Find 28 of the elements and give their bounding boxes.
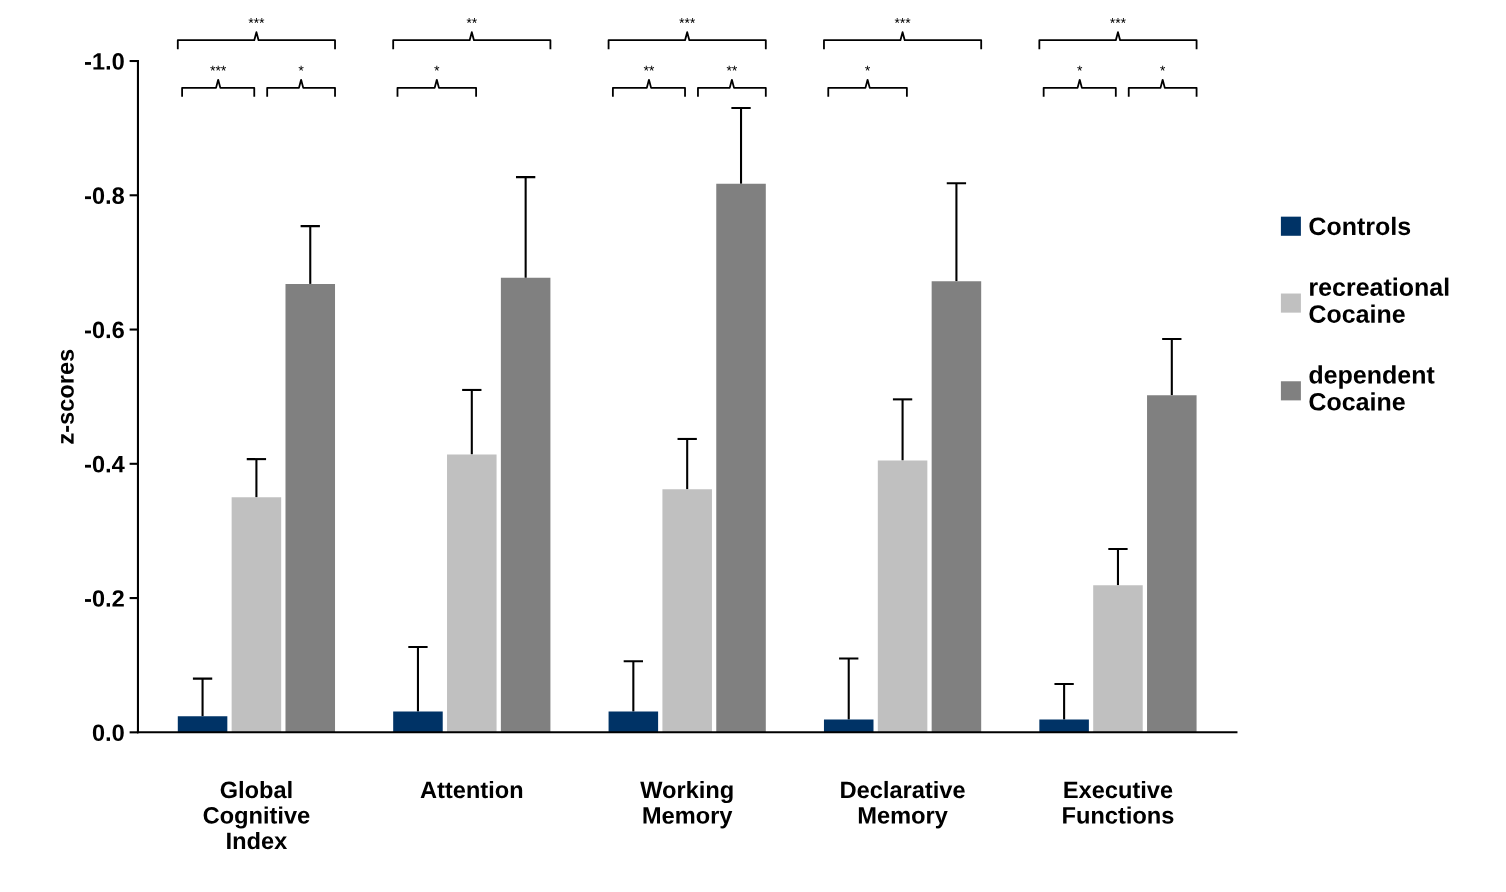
annotation: *	[1077, 65, 1083, 71]
y-tick-label: -1.0	[85, 53, 124, 70]
annotation: *	[1160, 65, 1166, 71]
x-tick-label: Attention	[420, 780, 523, 799]
legend-label: Controls	[1309, 216, 1411, 236]
y-axis-title: z-scores	[60, 349, 74, 444]
annotation: **	[643, 65, 655, 71]
x-tick-label: Declarative Memory	[841, 780, 965, 829]
y-tick-label: -0.2	[85, 590, 124, 607]
annotation: *	[865, 65, 871, 71]
y-tick-label: 0.0	[92, 724, 124, 742]
annotation: *	[434, 65, 440, 71]
text: ***	[248, 18, 265, 23]
annotation: **	[726, 65, 738, 71]
text: ***	[679, 18, 696, 23]
text: ***	[894, 18, 911, 23]
annotation: ***	[210, 65, 227, 71]
text: **	[466, 18, 477, 23]
legend-label: recreational Cocaine	[1309, 277, 1449, 323]
y-tick-label: -0.8	[85, 187, 125, 205]
legend-label: dependent Cocaine	[1309, 365, 1435, 411]
y-tick-label: -0.4	[85, 455, 125, 473]
y-tick-label: -0.6	[85, 321, 124, 339]
x-tick-label: Global Cognitive Index	[203, 780, 310, 850]
annotation: *	[298, 65, 304, 71]
text: ***	[1110, 18, 1126, 23]
x-tick-label: Working Memory	[640, 780, 733, 829]
x-tick-label: Executive Functions	[1063, 780, 1174, 824]
